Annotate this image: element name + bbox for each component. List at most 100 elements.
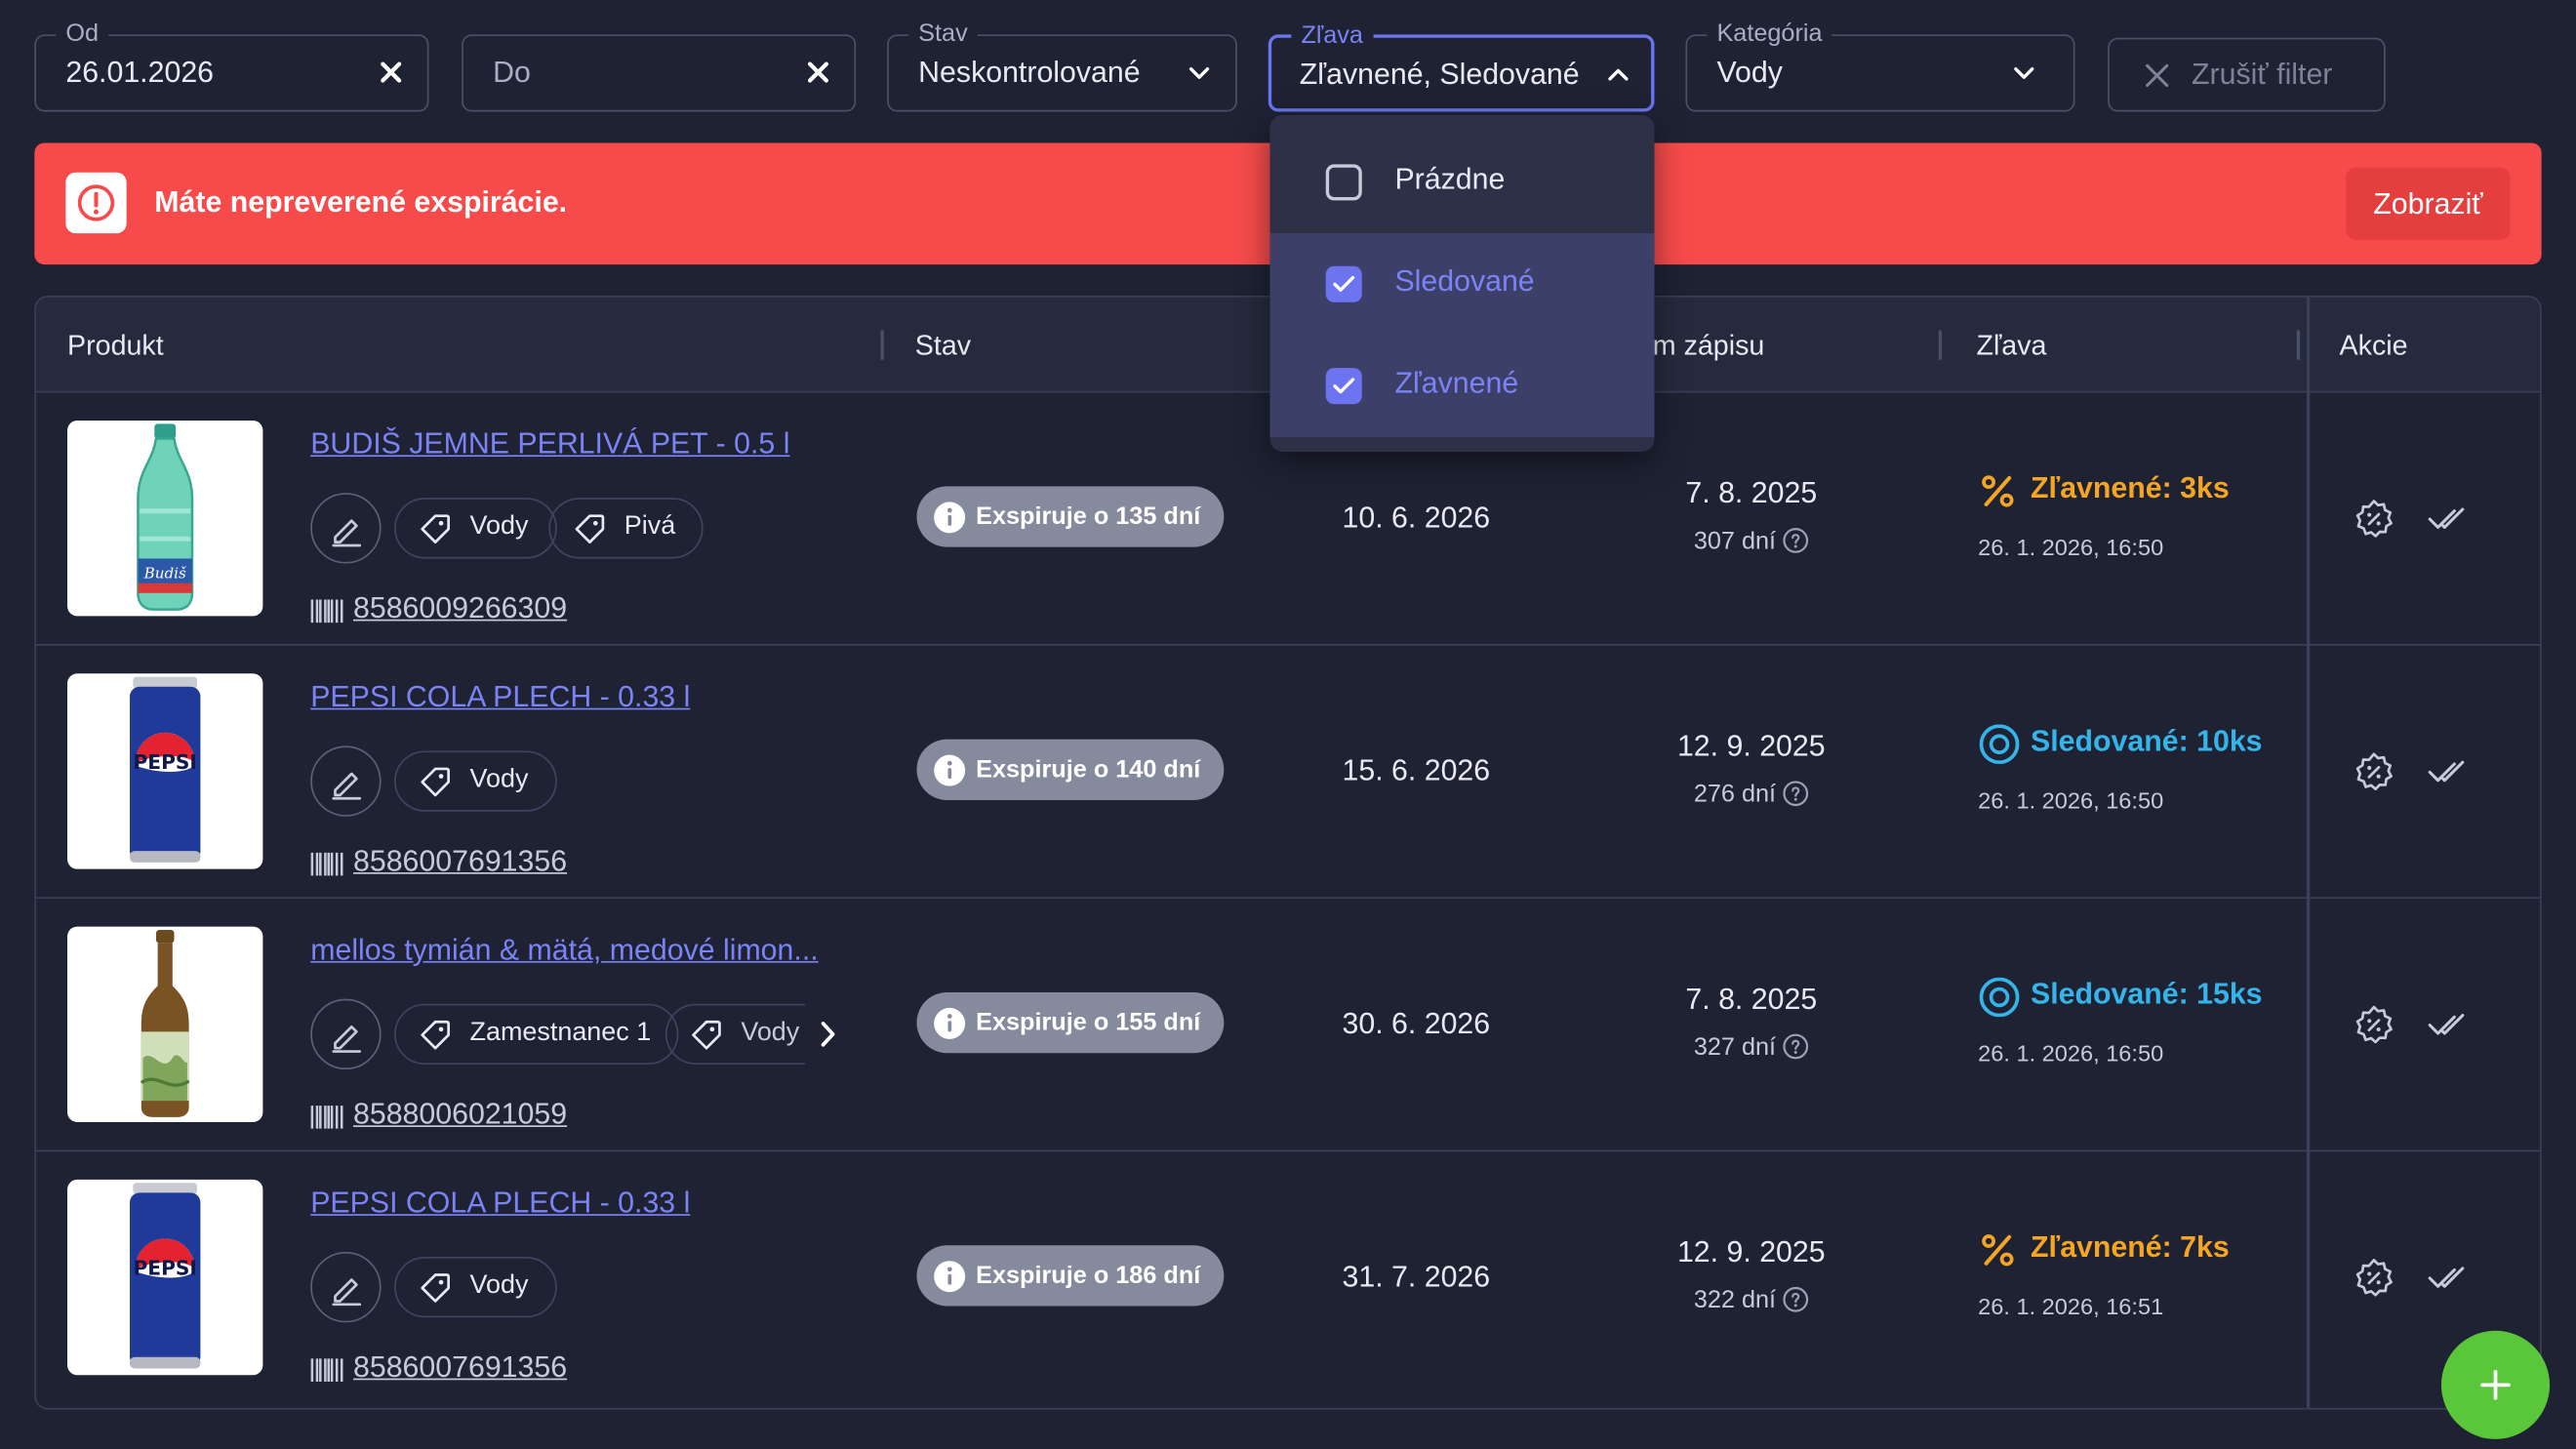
edit-button[interactable]: [310, 1251, 382, 1323]
tag-icon: [421, 1273, 450, 1303]
discount-badge-icon[interactable]: [2353, 498, 2395, 541]
product-name-link[interactable]: mellos tymián & mätá, medové limon...: [310, 933, 819, 966]
reset-filter-label: Zrušiť filter: [2192, 57, 2333, 91]
od-date-filter[interactable]: Od 26.01.2026: [34, 20, 429, 112]
edit-button[interactable]: [310, 745, 382, 817]
plus-icon: [2480, 1370, 2511, 1400]
header-zlava[interactable]: Zľava: [1976, 330, 2047, 362]
zlava-value: Zľavnené, Sledované: [1299, 57, 1580, 91]
eye-icon: [1979, 724, 2020, 764]
category-tag[interactable]: Vody: [394, 750, 557, 812]
product-name-link[interactable]: PEPSI COLA PLECH - 0.33 l: [310, 1186, 691, 1220]
close-icon: [2146, 63, 2169, 88]
option-prazdne[interactable]: Prázdne: [1269, 132, 1654, 233]
tag-icon: [575, 514, 605, 543]
zlava-select[interactable]: Zľava Zľavnené, Sledované: [1268, 22, 1655, 112]
actions-divider: [2306, 297, 2310, 1408]
table-row: PEPSI PEPSI COLA PLECH - 0.33 l Vody 858…: [36, 646, 2540, 899]
option-sledovane[interactable]: Sledované: [1269, 233, 1655, 336]
clear-icon[interactable]: [375, 56, 408, 89]
help-icon[interactable]: [1783, 1286, 1809, 1312]
discount-time: 26. 1. 2026, 16:51: [1978, 1293, 2164, 1319]
chevron-right-icon: [821, 1022, 835, 1047]
checkbox-checked[interactable]: [1325, 368, 1362, 405]
status-text: Exspiruje o 186 dní: [976, 1262, 1201, 1290]
od-value: 26.01.2026: [65, 56, 215, 89]
checkbox-unchecked[interactable]: [1325, 164, 1362, 201]
category-tag[interactable]: Pivá: [548, 498, 704, 559]
ean-link[interactable]: 8586009266309: [310, 591, 567, 625]
double-check-icon[interactable]: [2427, 1260, 2470, 1296]
clear-icon[interactable]: [802, 56, 835, 89]
discount-status: Sledované: 10ks: [1978, 724, 2263, 764]
help-icon[interactable]: [1783, 781, 1809, 807]
do-placeholder: Do: [493, 56, 531, 89]
info-icon: [934, 754, 966, 786]
product-name-link[interactable]: PEPSI COLA PLECH - 0.33 l: [310, 680, 691, 713]
ean-link[interactable]: 8586007691356: [310, 844, 567, 878]
pencil-icon: [332, 1278, 362, 1307]
discount-status: Zľavnené: 3ks: [1978, 471, 2230, 507]
discount-badge-icon[interactable]: [2353, 1257, 2395, 1300]
ean-code: 8586007691356: [352, 1349, 568, 1384]
expiration-table: Produkt Stav m zápisu Zľava Akcie Budiš: [34, 296, 2542, 1410]
help-icon[interactable]: [1783, 527, 1809, 553]
header-stav[interactable]: Stav: [914, 330, 972, 362]
kategoria-select[interactable]: Kategória Vody: [1685, 20, 2075, 112]
info-icon: [934, 502, 966, 534]
discount-badge-icon[interactable]: [2353, 750, 2395, 793]
edit-button[interactable]: [310, 998, 382, 1070]
write-days-text: 307 dní: [1693, 527, 1777, 556]
tag-label: Vody: [469, 1271, 529, 1300]
category-tag[interactable]: Vody: [394, 498, 557, 559]
tags-scroll-right-button[interactable]: [804, 1003, 855, 1066]
tag-label: Vody: [469, 512, 529, 541]
product-name-link[interactable]: BUDIŠ JEMNE PERLIVÁ PET - 0.5 l: [310, 426, 790, 461]
ean-link[interactable]: 8586007691356: [310, 1350, 567, 1385]
discount-text: Sledované: 15ks: [2031, 977, 2263, 1011]
column-divider[interactable]: [1938, 330, 1943, 360]
kategoria-value: Vody: [1716, 56, 1783, 89]
expiration-date: 31. 7. 2026: [1342, 1260, 1491, 1294]
tag-label: Zamestnanec 1: [469, 1018, 652, 1047]
add-button[interactable]: [2440, 1330, 2551, 1439]
option-zlavnene[interactable]: Zľavnené: [1269, 335, 1655, 437]
check-icon: [1333, 378, 1355, 394]
stav-select[interactable]: Stav Neskontrolované: [887, 20, 1237, 112]
product-image: PEPSI: [67, 673, 263, 869]
help-icon[interactable]: [1783, 1033, 1809, 1060]
reset-filter-button[interactable]: Zrušiť filter: [2108, 37, 2386, 112]
product-image: PEPSI: [67, 1179, 263, 1376]
discount-time: 26. 1. 2026, 16:50: [1978, 1039, 2164, 1067]
table-row: PEPSI PEPSI COLA PLECH - 0.33 l Vody 858…: [36, 1151, 2540, 1404]
column-divider[interactable]: [2296, 330, 2301, 360]
category-tag[interactable]: Zamestnanec 1: [394, 1003, 679, 1066]
eye-icon: [1979, 977, 2020, 1018]
double-check-icon[interactable]: [2427, 502, 2470, 538]
edit-button[interactable]: [310, 493, 382, 564]
show-button[interactable]: Zobraziť: [2346, 167, 2511, 240]
double-check-icon[interactable]: [2427, 754, 2470, 790]
ean-link[interactable]: 8588006021059: [310, 1098, 567, 1132]
chevron-up-icon: [1608, 68, 1629, 81]
status-badge: Exspiruje o 140 dní: [916, 739, 1224, 800]
discount-badge-icon[interactable]: [2353, 1004, 2395, 1047]
double-check-icon[interactable]: [2427, 1007, 2470, 1043]
expiration-date: 10. 6. 2026: [1342, 501, 1491, 535]
header-zapis[interactable]: m zápisu: [1652, 330, 1765, 362]
do-date-filter[interactable]: Do: [462, 34, 857, 112]
write-days-text: 276 dní: [1693, 780, 1777, 809]
budis-logo: Budiš: [143, 565, 186, 583]
category-tag[interactable]: Vody: [664, 1003, 837, 1066]
category-tag[interactable]: Vody: [394, 1257, 557, 1318]
discount-text: Zľavnené: 7ks: [2031, 1230, 2230, 1264]
column-divider[interactable]: [880, 330, 884, 360]
checkbox-checked[interactable]: [1325, 265, 1362, 302]
check-icon: [1333, 275, 1355, 292]
write-date: 7. 8. 2025: [1685, 476, 1818, 509]
ean-code: 8588006021059: [352, 1097, 568, 1131]
status-text: Exspiruje o 140 dní: [976, 755, 1201, 785]
header-produkt[interactable]: Produkt: [67, 330, 164, 362]
tag-icon: [692, 1020, 721, 1050]
write-days: 327 dní: [1587, 1033, 1915, 1062]
